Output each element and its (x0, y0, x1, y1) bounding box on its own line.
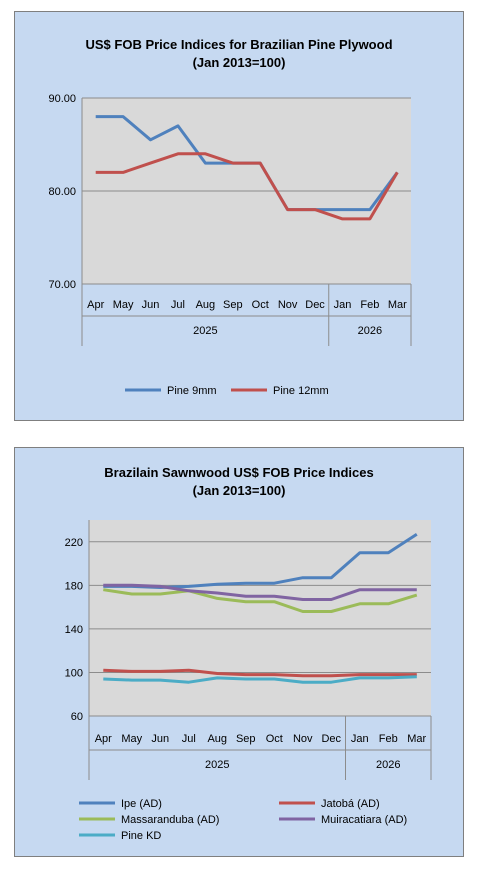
category-label: Oct (252, 299, 269, 311)
series-line (103, 668, 417, 678)
year-label: 2026 (358, 325, 382, 337)
category-label: Mar (407, 733, 426, 745)
category-label: Sep (236, 733, 256, 745)
category-label: Feb (360, 299, 379, 311)
category-label: Nov (278, 299, 298, 311)
year-label: 2025 (205, 759, 229, 771)
legend-label: Massaranduba (AD) (121, 814, 219, 826)
chart-panel-plywood: US$ FOB Price Indices for Brazilian Pine… (14, 11, 464, 421)
y-tick-label: 180 (65, 580, 83, 592)
series-line (95, 152, 399, 221)
category-label: Jul (171, 299, 185, 311)
y-tick-label: 220 (65, 537, 83, 549)
category-label: Dec (321, 733, 341, 745)
legend-label: Muiracatiara (AD) (321, 814, 407, 826)
chart-title: US$ FOB Price Indices for Brazilian Pine… (85, 37, 393, 52)
y-tick-label: 90.00 (48, 93, 76, 105)
category-label: Aug (207, 733, 227, 745)
category-label: Nov (293, 733, 313, 745)
category-label: Jan (334, 299, 352, 311)
y-tick-label: 100 (65, 667, 83, 679)
category-label: Apr (87, 299, 104, 311)
series-line (103, 675, 417, 684)
series-line (103, 588, 418, 613)
category-label: Jul (182, 733, 196, 745)
year-label: 2025 (193, 325, 217, 337)
category-label: Jun (151, 733, 169, 745)
year-label: 2026 (376, 759, 400, 771)
chart-title: Brazilain Sawnwood US$ FOB Price Indices (104, 465, 374, 480)
category-label: Jan (351, 733, 369, 745)
category-label: Dec (305, 299, 325, 311)
category-label: Jun (142, 299, 160, 311)
category-label: May (113, 299, 134, 311)
category-label: Aug (196, 299, 216, 311)
legend-label: Jatobá (AD) (321, 798, 380, 810)
y-tick-label: 70.00 (48, 279, 76, 291)
legend-label: Pine 9mm (167, 385, 217, 397)
legend-label: Ipe (AD) (121, 798, 162, 810)
y-tick-label: 80.00 (48, 186, 76, 198)
sawnwood-line-chart: 60 100 140 180 220 2025 2026 Apr May Jun Jul Aug Sep… (65, 520, 432, 842)
category-label: May (121, 733, 142, 745)
category-label: Oct (266, 733, 283, 745)
chart-subtitle: (Jan 2013=100) (192, 483, 286, 498)
chart-panel-sawnwood: Brazilain Sawnwood US$ FOB Price Indices… (14, 447, 464, 857)
plot-area (89, 520, 431, 716)
legend-label: Pine 12mm (273, 385, 329, 397)
category-label: Mar (388, 299, 407, 311)
category-label: Feb (379, 733, 398, 745)
y-tick-label: 60 (71, 711, 83, 723)
chart-subtitle: (Jan 2013=100) (192, 55, 286, 70)
series-line (103, 583, 417, 601)
y-tick-label: 140 (65, 624, 83, 636)
legend-label: Pine KD (121, 830, 161, 842)
category-label: Sep (223, 299, 243, 311)
plywood-line-chart: 70.00 80.00 90.00 2025 2026 Apr May Jun Jul Aug Se… (48, 93, 412, 397)
category-label: Apr (95, 733, 112, 745)
